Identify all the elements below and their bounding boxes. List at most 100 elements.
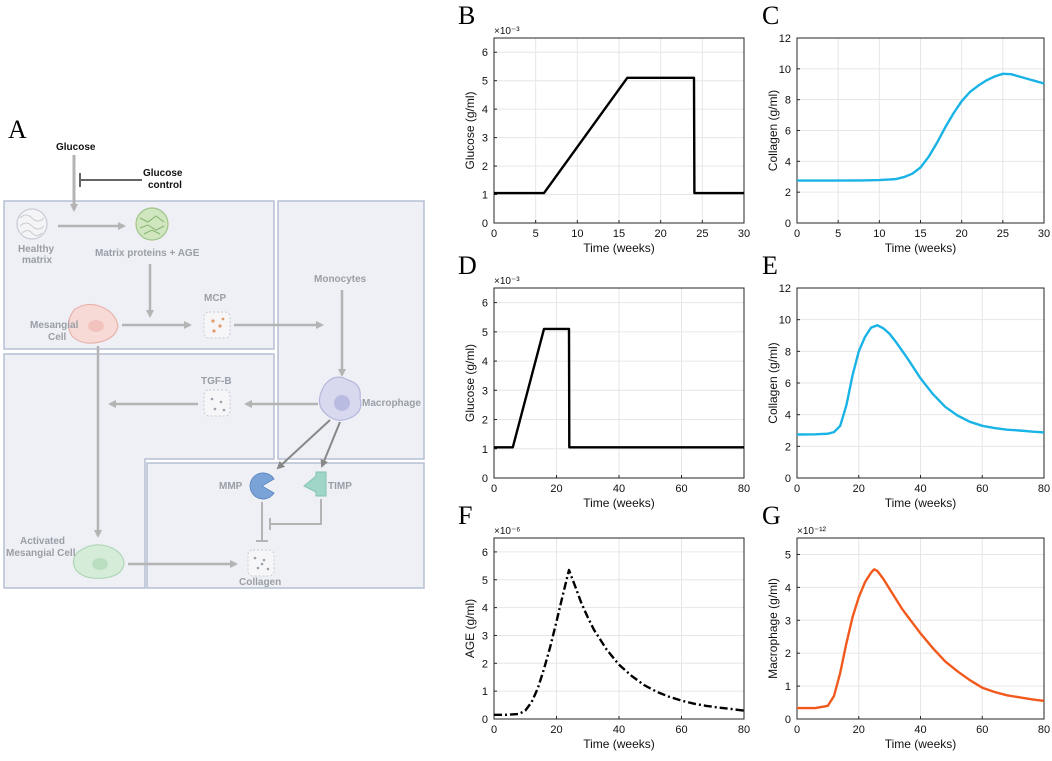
x-tick-label: 25 <box>696 228 708 240</box>
x-tick-label: 0 <box>794 228 800 240</box>
x-tick-label: 60 <box>976 483 988 495</box>
mcp-molecule-icon <box>203 311 231 339</box>
mesangial-cell-icon <box>67 303 119 344</box>
chart-g: 0 20 40 60 80 0 1 2 3 4 5 Time (weeks) Macrophage (g… <box>766 526 1050 751</box>
mcp-label: MCP <box>204 293 227 304</box>
activated-mesangial-label-1: Activated <box>20 536 65 547</box>
series-line <box>494 76 744 195</box>
y-tick-label: 3 <box>482 385 488 397</box>
y-tick-label: 1 <box>482 444 488 456</box>
y-tick-label: 0 <box>785 218 791 230</box>
healthy-matrix-icon <box>16 208 48 240</box>
y-tick-label: 1 <box>482 686 488 698</box>
y-tick-label: 2 <box>785 441 791 453</box>
panel-letter-a: A <box>8 115 27 144</box>
y-tick-label: 4 <box>482 603 488 615</box>
series-line <box>796 324 1045 436</box>
y-tick-label: 4 <box>785 582 791 594</box>
x-tick-label: 20 <box>853 724 865 736</box>
monocytes-label: Monocytes <box>314 274 367 285</box>
series-line <box>797 568 1045 710</box>
x-tick-label: 10 <box>571 228 583 240</box>
y-tick-label: 6 <box>482 298 488 310</box>
x-tick-label: 80 <box>738 724 750 736</box>
macrophage-icon <box>318 376 362 421</box>
collagen-label: Collagen <box>239 577 281 588</box>
y-tick-label: 0 <box>482 714 488 726</box>
y-tick-label: 5 <box>482 327 488 339</box>
x-tick-label: 60 <box>675 724 687 736</box>
age-matrix-icon <box>135 207 169 241</box>
x-tick-label: 0 <box>794 483 800 495</box>
y-tick-label: 12 <box>779 33 791 45</box>
x-tick-label: 20 <box>550 724 562 736</box>
series-line <box>494 568 745 716</box>
y-axis-multiplier: ×10⁻³ <box>494 26 520 37</box>
y-axis-label: Glucose (g/ml) <box>463 344 477 422</box>
chart-e: 0 20 40 60 80 0 2 4 6 8 10 12 Time (weeks) Collagen (… <box>766 283 1050 510</box>
x-tick-label: 0 <box>491 483 497 495</box>
x-tick-label: 40 <box>914 483 926 495</box>
y-tick-label: 2 <box>482 161 488 173</box>
x-tick-label: 10 <box>873 228 885 240</box>
x-tick-label: 40 <box>613 483 625 495</box>
y-tick-label: 4 <box>482 104 488 116</box>
x-tick-label: 40 <box>613 724 625 736</box>
y-axis-label: AGE (g/ml) <box>463 599 477 658</box>
x-tick-label: 15 <box>914 228 926 240</box>
y-axis-label: Glucose (g/ml) <box>463 91 477 169</box>
y-tick-label: 4 <box>482 356 488 368</box>
x-axis-label: Time (weeks) <box>885 241 957 255</box>
x-tick-label: 80 <box>738 483 750 495</box>
y-tick-label: 0 <box>482 473 488 485</box>
timp-label: TIMP <box>328 481 352 492</box>
panel-letter-d: D <box>458 251 477 280</box>
glucose-label: Glucose <box>56 142 96 153</box>
x-tick-label: 60 <box>675 483 687 495</box>
y-tick-label: 2 <box>482 415 488 427</box>
chart-c: 0 5 10 15 20 25 30 0 2 4 6 8 10 12 Time (weeks) Collage… <box>766 33 1050 255</box>
y-tick-label: 8 <box>785 346 791 358</box>
y-tick-label: 3 <box>482 630 488 642</box>
glucose-control-label-1: Glucose <box>143 168 183 179</box>
x-tick-label: 5 <box>533 228 539 240</box>
arrow-macrophage-to-mmp <box>276 419 331 470</box>
x-tick-label: 0 <box>491 228 497 240</box>
activated-mesangial-cell-icon <box>72 544 125 579</box>
x-tick-label: 0 <box>491 724 497 736</box>
pathway-diagram: A Glucose Glucose control Healthy matrix… <box>3 115 425 589</box>
x-tick-label: 80 <box>1038 483 1050 495</box>
activated-mesangial-label-2: Mesangial Cell <box>6 548 76 559</box>
y-tick-label: 0 <box>785 714 791 726</box>
y-tick-label: 1 <box>482 190 488 202</box>
macrophage-label: Macrophage <box>362 398 421 409</box>
panel-letter-e: E <box>762 251 778 280</box>
panel-letter-c: C <box>762 1 779 30</box>
y-tick-label: 1 <box>785 681 791 693</box>
y-axis-label: Collagen (g/ml) <box>766 342 780 423</box>
y-tick-label: 2 <box>785 648 791 660</box>
box-lower-right <box>146 462 425 589</box>
matrix-proteins-age-label: Matrix proteins + AGE <box>95 248 200 259</box>
tgfb-molecule-icon <box>203 389 231 417</box>
panel-letter-g: G <box>762 501 781 530</box>
glucose-control-label-2: control <box>148 180 182 191</box>
x-tick-label: 60 <box>976 724 988 736</box>
y-tick-label: 5 <box>482 76 488 88</box>
y-tick-label: 6 <box>785 378 791 390</box>
y-tick-label: 10 <box>779 315 791 327</box>
x-tick-label: 40 <box>914 724 926 736</box>
x-tick-label: 20 <box>853 483 865 495</box>
box-right <box>277 200 425 460</box>
x-tick-label: 25 <box>997 228 1009 240</box>
x-axis-label: Time (weeks) <box>885 737 957 751</box>
y-tick-label: 10 <box>779 64 791 76</box>
y-tick-label: 2 <box>482 658 488 670</box>
x-tick-label: 30 <box>738 228 750 240</box>
chart-f: 0 20 40 60 80 0 1 2 3 4 5 6 Time (weeks) AGE (g/ml) ×1… <box>463 526 750 751</box>
collagen-icon <box>247 549 275 577</box>
x-tick-label: 20 <box>550 483 562 495</box>
y-axis-multiplier: ×10⁻³ <box>494 276 520 287</box>
y-tick-label: 4 <box>785 156 791 168</box>
